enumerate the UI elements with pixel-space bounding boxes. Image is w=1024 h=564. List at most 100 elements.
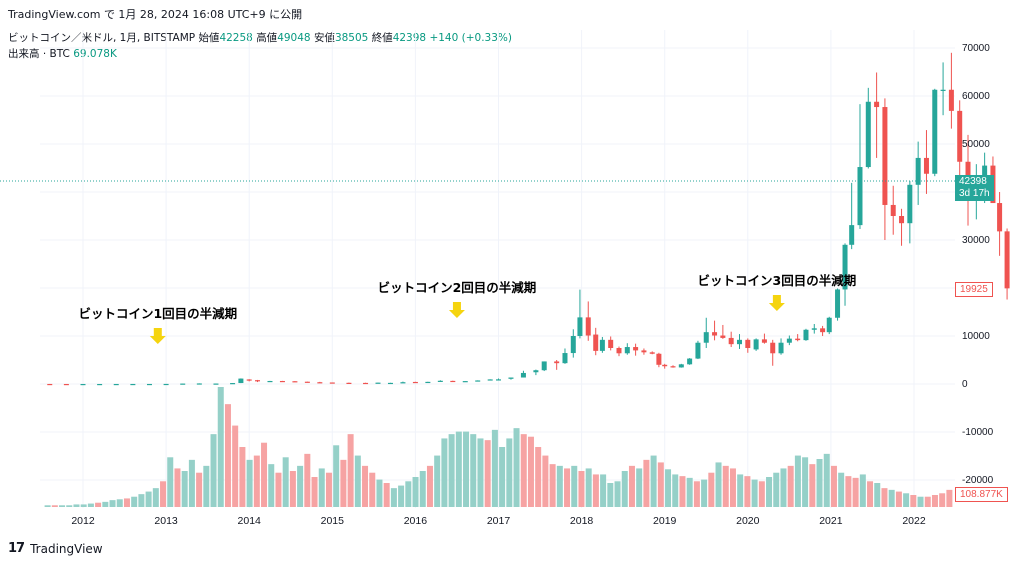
candle-body [304, 381, 310, 383]
candle-body [238, 378, 244, 384]
volume-bar [369, 472, 376, 507]
candle-body [346, 382, 352, 384]
volume-bar [167, 457, 174, 507]
candle-body [1004, 231, 1010, 289]
volume-bar [463, 431, 470, 507]
volume-bar [362, 465, 369, 507]
candle-body [508, 377, 514, 379]
volume-bar [131, 496, 138, 507]
volume-bar [145, 491, 152, 507]
candle-body [957, 110, 963, 162]
volume-bar [722, 465, 729, 507]
candle-body [649, 352, 655, 354]
close-value: 42398 [392, 32, 427, 44]
volume-bar [477, 438, 484, 507]
volume-bar [59, 505, 66, 507]
candle-body [255, 380, 261, 382]
volume-bar [268, 464, 275, 507]
candle-body [826, 317, 832, 333]
y-tick-label: -10000 [962, 427, 994, 438]
volume-bar [80, 504, 87, 507]
candle-body [608, 339, 614, 348]
volume-bar [87, 503, 94, 507]
volume-bar [657, 462, 664, 507]
down-arrow-icon [768, 295, 785, 311]
volume-bar [102, 501, 109, 507]
candle-body [47, 383, 53, 386]
volume-bar [780, 468, 787, 507]
candle-body [554, 361, 560, 364]
volume-bar [672, 474, 679, 507]
close-label: 終値 [371, 32, 393, 44]
volume-bar [491, 429, 498, 507]
volume-bar [535, 447, 542, 507]
volume-bar [794, 455, 801, 507]
candle-body [329, 382, 335, 384]
candle-body [907, 184, 913, 224]
volume-bar [203, 465, 210, 507]
volume-bar [600, 474, 607, 507]
candle-body [753, 339, 759, 350]
volume-bar [643, 459, 650, 507]
candle-body [687, 358, 693, 365]
volume-bar [174, 468, 181, 507]
x-axis-labels: 2012 2013 2014 2015 2016 2017 2018 2019 2020 2021… [71, 515, 926, 527]
candle-body [703, 332, 709, 343]
volume-bar [881, 488, 888, 507]
candle-body [246, 379, 252, 381]
volume-bar [628, 465, 635, 507]
candle-body [633, 347, 639, 351]
published-info: TradingView.com で 1月 28, 2024 16:08 UTC+… [8, 8, 303, 21]
volume-bar [196, 472, 203, 507]
volume-bar [253, 455, 260, 507]
volume-bar [282, 457, 289, 507]
brand-name[interactable]: TradingView [30, 541, 103, 556]
volume-bar [181, 471, 188, 507]
candle-body [820, 328, 826, 333]
volume-bar [888, 489, 895, 507]
x-tick-label: 2013 [154, 515, 178, 527]
volume-bar [419, 471, 426, 507]
volume-bar [275, 472, 282, 507]
volume-bar [802, 457, 809, 507]
volume-bar [434, 455, 441, 507]
x-tick-label: 2022 [902, 515, 926, 527]
volume-bar [188, 459, 195, 507]
volume-bar [787, 465, 794, 507]
symbol-name[interactable]: ビットコイン／米ドル, 1月, BITSTAMP [8, 32, 196, 44]
volume-bar [867, 481, 874, 507]
candle-body [778, 342, 784, 354]
candle-body [842, 244, 848, 290]
volume-bar [210, 434, 217, 507]
volume-bar [73, 504, 80, 507]
volume-bar [852, 477, 859, 507]
candle-body [63, 383, 69, 386]
down-arrow-icon [149, 328, 166, 344]
volume-bar [239, 447, 246, 507]
candle-body [541, 361, 547, 371]
candle-body [387, 382, 393, 385]
volume-bar [845, 476, 852, 507]
volume-bar [636, 468, 643, 507]
candle-body [562, 353, 568, 364]
volume-bar [412, 477, 419, 507]
volume-bar [665, 469, 672, 507]
candle-body [400, 382, 406, 384]
candle-body [997, 203, 1003, 232]
candle-body [786, 338, 792, 343]
volume-bar [441, 438, 448, 507]
volume-bar [766, 477, 773, 507]
volume-bar [44, 505, 51, 507]
x-tick-label: 2016 [404, 515, 428, 527]
y-tick-label: 10000 [962, 331, 990, 342]
candle-body [213, 383, 219, 385]
volume-bar [693, 481, 700, 507]
volume-bar [946, 489, 953, 507]
volume-bar [556, 465, 563, 507]
volume-bar [830, 465, 837, 507]
candle-body [712, 332, 718, 336]
symbol-legend: ビットコイン／米ドル, 1月, BITSTAMP 始値42258 高値49048… [8, 30, 512, 45]
y-tick-label: 50000 [962, 139, 990, 150]
volume-bar [513, 428, 520, 507]
